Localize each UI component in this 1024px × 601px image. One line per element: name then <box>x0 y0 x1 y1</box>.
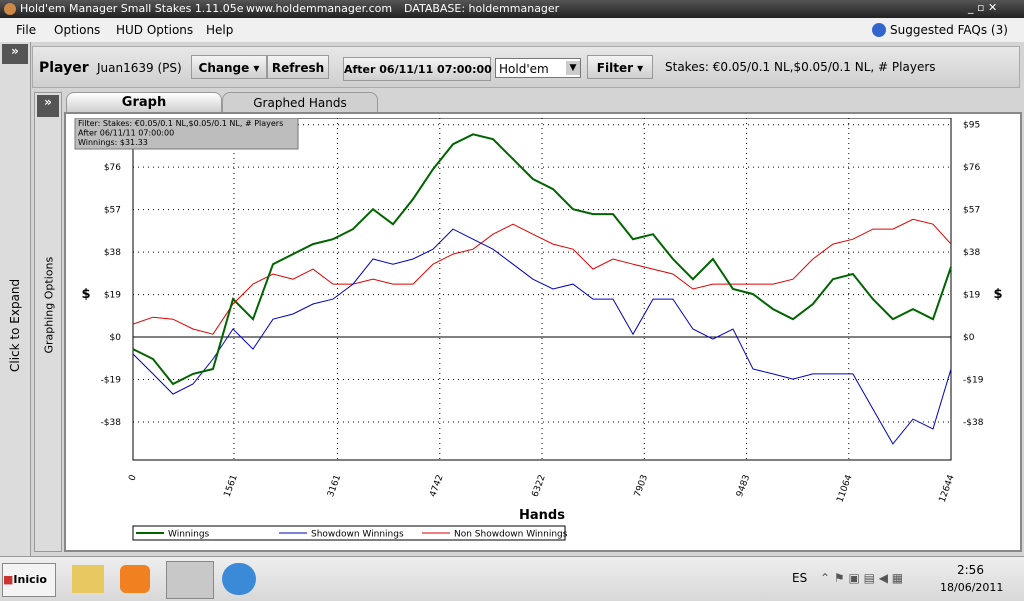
sidebar-label[interactable]: Click to Expand <box>8 278 22 372</box>
options-label[interactable]: Graphing Options <box>42 256 56 354</box>
y2-tick-label: -$19 <box>963 376 984 386</box>
y2-tick-label: $57 <box>963 206 980 216</box>
faqs[interactable]: Suggested FAQs (3) <box>890 23 1008 37</box>
date-button[interactable]: After 06/11/11 07:00:00 <box>343 57 492 81</box>
label: Change <box>198 61 250 75</box>
y-tick-label: $57 <box>104 206 121 216</box>
menu-item[interactable]: Options <box>54 23 101 37</box>
refresh-button[interactable]: Refresh <box>267 55 329 79</box>
app-icon[interactable] <box>166 561 214 599</box>
expand-button[interactable]: » <box>2 44 28 64</box>
menu-item[interactable]: File <box>16 23 37 37</box>
y-tick-label: -$38 <box>101 418 122 428</box>
x-tick-label: 4742 <box>428 474 445 499</box>
tab[interactable]: Graphed Hands <box>222 92 378 114</box>
tab-active[interactable]: Graph <box>66 92 222 114</box>
chart: -$38 -$38 -$19 -$19 $0 $0 $19 $19 $38 $38 $57 $57 $7… <box>74 118 1003 541</box>
options-panel: » Graphing Options <box>34 92 62 552</box>
app-icon[interactable] <box>120 565 150 593</box>
y2-tick-label: -$38 <box>963 418 984 428</box>
y2-axis-label: $ <box>993 287 1002 302</box>
info-box <box>74 118 299 150</box>
time: 2:56 <box>957 563 984 577</box>
legend-label: Non Showdown Winnings <box>454 530 568 540</box>
y2-tick-label: $76 <box>963 163 980 173</box>
y-axis-label: $ <box>81 287 90 302</box>
y2-tick-label: $95 <box>963 121 980 131</box>
stakes: Stakes: €0.05/0.1 NL,$0.05/0.1 NL, # Pla… <box>665 60 936 74</box>
legend-label: Winnings <box>168 530 210 540</box>
site: www.holdemmanager.com <box>246 2 393 15</box>
series-line <box>132 228 952 445</box>
menu-item[interactable]: HUD Options <box>116 23 194 37</box>
app-icon[interactable] <box>72 565 104 593</box>
toolbar: Player Juan1639 (PS) Change ▾ Refresh Af… <box>32 46 1020 88</box>
date: 18/06/2011 <box>940 581 1004 594</box>
label: Filter <box>596 61 633 75</box>
window-controls[interactable]: _ ▫ ✕ <box>968 1 998 14</box>
player-label: Player <box>39 60 89 76</box>
x-tick-label: 3161 <box>326 474 343 499</box>
taskbar: ■Inicio ES ⌃ ⚑ ▣ ▤ ◀ ▦ 2:56 18/06/2011 <box>0 556 1024 601</box>
window-title: Hold'em Manager Small Stakes 1.11.05e <box>20 2 244 15</box>
language: ES <box>792 571 808 585</box>
database: DATABASE: holdemmanager <box>404 2 560 15</box>
legend-label: Showdown Winnings <box>311 530 404 540</box>
legend <box>132 525 566 541</box>
app-icon[interactable] <box>222 563 256 595</box>
x-tick-label: 7903 <box>633 474 650 499</box>
y-tick-label: $38 <box>104 248 121 258</box>
change-button[interactable]: Change ▾ <box>191 55 267 79</box>
x-axis-label: Hands <box>519 508 565 523</box>
x-tick-label: 1561 <box>223 474 240 499</box>
menu-item[interactable]: Help <box>206 23 234 37</box>
menu-bar: File Options HUD Options Help Suggested … <box>0 18 1024 42</box>
y-tick-label: $76 <box>104 163 121 173</box>
x-tick-label: 11064 <box>835 473 854 504</box>
y2-tick-label: $38 <box>963 248 980 258</box>
y-tick-label: -$19 <box>101 376 122 386</box>
info-text: Filter: Stakes: €0.05/0.1 NL,$0.05/0.1 N… <box>78 119 283 128</box>
tray-icons: ⌃ ⚑ ▣ ▤ ◀ ▦ <box>820 571 904 585</box>
player: Juan1639 (PS) <box>97 61 182 75</box>
game-select[interactable]: Hold'em ▼ <box>495 58 581 78</box>
y2-tick-label: $0 <box>963 333 975 343</box>
y2-tick-label: $19 <box>963 291 980 301</box>
game: Hold'em <box>499 62 549 76</box>
filter-button[interactable]: Filter ▾ <box>587 55 653 79</box>
x-tick-label: 6322 <box>531 474 548 499</box>
info-text: Winnings: $31.33 <box>78 138 148 147</box>
y-tick-label: $0 <box>110 333 122 343</box>
series-line <box>132 133 952 386</box>
expand-button[interactable]: » <box>37 95 59 117</box>
sidebar: » Click to Expand <box>0 42 31 556</box>
y-tick-label: $19 <box>104 291 121 301</box>
info-text: After 06/11/11 07:00:00 <box>78 129 174 138</box>
x-tick-label: 9483 <box>735 474 752 499</box>
title-bar: Hold'em Manager Small Stakes 1.11.05e ww… <box>0 0 1024 18</box>
start: Inicio <box>13 573 47 586</box>
x-tick-label: 12644 <box>938 473 957 504</box>
start-button[interactable]: ■Inicio <box>2 563 56 597</box>
series-line <box>132 218 952 335</box>
x-tick-label: 0 <box>127 473 138 482</box>
